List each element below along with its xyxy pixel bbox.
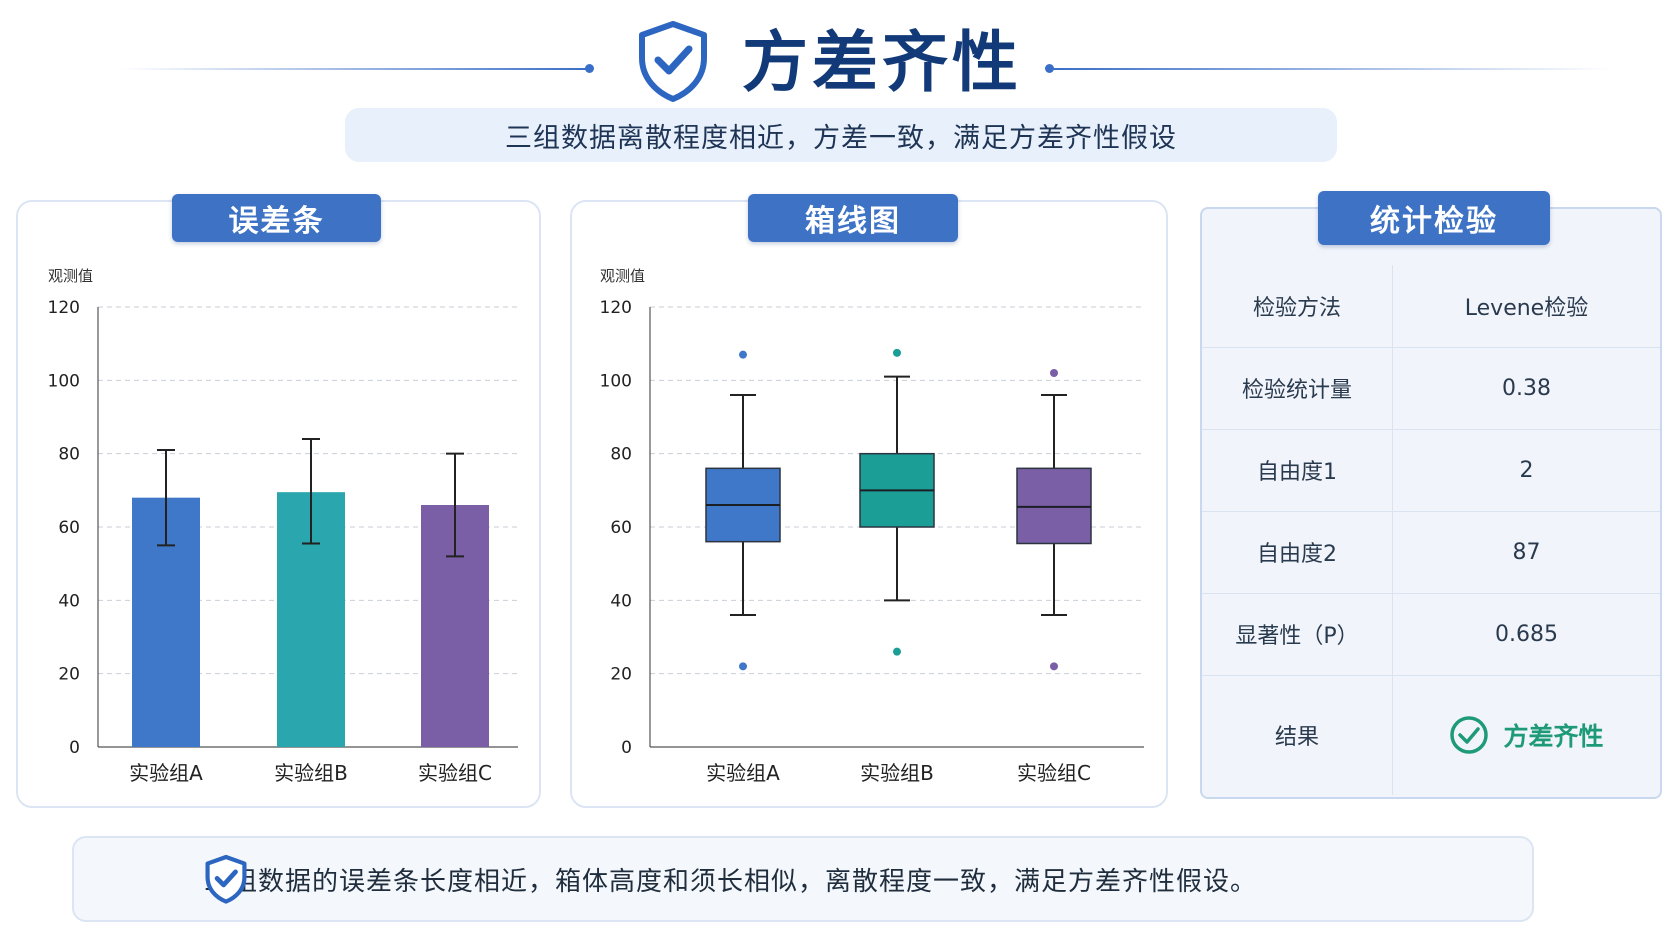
shield-check-icon (639, 21, 707, 102)
stats-value: Levene检验 (1464, 296, 1589, 321)
box-ytick-label: 120 (600, 298, 632, 318)
errorbar-panel-title: 误差条 (228, 204, 325, 239)
footer-text: 三组数据的误差条长度相近，箱体高度和须长相似，离散程度一致，满足方差齐性假设。 (204, 866, 1258, 897)
error-bar-b (302, 438, 320, 545)
stats-row: 显著性（P） 0.685 (1202, 593, 1660, 676)
stats-panel-tab: 统计检验 (1318, 191, 1550, 245)
box-ytick-label: 0 (621, 738, 632, 758)
title-divider-dot-right (1045, 64, 1054, 73)
bar-ytick-label: 100 (48, 371, 80, 391)
box-ylabel: 观测值 (600, 267, 645, 285)
errorbar-panel-tab: 误差条 (172, 194, 381, 242)
check-circle-icon (1450, 716, 1489, 754)
stats-row: 结果 方差齐性 (1202, 675, 1660, 795)
whisker-a (730, 394, 756, 616)
title-divider-dot-left (585, 64, 594, 73)
stats-row: 检验方法 Levene检验 (1202, 265, 1660, 348)
box-xtick-label: 实验组C (1017, 761, 1091, 785)
bar-xtick-label: 实验组C (418, 761, 492, 785)
box-ytick-label: 40 (610, 591, 632, 611)
bar-ytick-label: 120 (48, 298, 80, 318)
stats-value: 2 (1519, 457, 1534, 483)
stats-row: 检验统计量 0.38 (1202, 347, 1660, 430)
stats-key: 结果 (1202, 675, 1393, 795)
box-ytick-label: 100 (600, 371, 632, 391)
whisker-b (884, 375, 910, 602)
stats-key: 自由度1 (1202, 429, 1393, 511)
box-xtick-label: 实验组A (706, 761, 780, 785)
stats-table: 检验方法 Levene检验检验统计量 0.38 自由度1 2 自由度2 87 显著性（P） 0.… (1200, 207, 1662, 799)
errorbar-chart: 观测值 0 20 40 60 80 100 120 实验组A 实验组B 实验组C (48, 267, 518, 785)
bar-ytick-label: 40 (58, 591, 80, 611)
bar-ytick-label: 0 (69, 738, 80, 758)
bar-ytick-label: 80 (58, 445, 80, 465)
footer-banner: 三组数据的误差条长度相近，箱体高度和须长相似，离散程度一致，满足方差齐性假设。 (72, 836, 1534, 922)
title-divider-left (120, 68, 590, 70)
stats-value: 0.38 (1502, 375, 1551, 401)
stats-key: 显著性（P） (1202, 593, 1393, 675)
error-bar-a (157, 449, 175, 547)
page-title: 方差齐性 (742, 24, 1022, 101)
whisker-c (1041, 394, 1067, 616)
bar-ylabel: 观测值 (48, 267, 93, 285)
box-ytick-label: 80 (610, 445, 632, 465)
boxplot-chart: 观测值 0 20 40 60 80 100 120 实验组A 实验组B 实验组C (600, 267, 1144, 785)
bar-xtick-label: 实验组A (129, 761, 203, 785)
outlier-point (739, 350, 747, 359)
stats-key: 自由度2 (1202, 511, 1393, 593)
stats-result: 方差齐性 (1393, 675, 1660, 795)
outlier-point (739, 662, 747, 671)
shield-check-icon (205, 854, 247, 904)
stats-row: 自由度2 87 (1202, 511, 1660, 594)
stats-key: 检验方法 (1202, 265, 1393, 347)
subtitle-banner: 三组数据离散程度相近，方差一致，满足方差齐性假设 (345, 108, 1337, 162)
stats-value: 87 (1512, 539, 1541, 565)
stats-row: 自由度1 2 (1202, 429, 1660, 512)
bar-xtick-label: 实验组B (274, 761, 348, 785)
outlier-point (893, 647, 901, 656)
subtitle-text: 三组数据离散程度相近，方差一致，满足方差齐性假设 (505, 122, 1177, 154)
bar-ytick-label: 20 (58, 665, 80, 685)
title-divider-right (1052, 68, 1612, 70)
stats-panel-title: 统计检验 (1370, 204, 1498, 239)
stats-result-label: 方差齐性 (1503, 722, 1604, 751)
stats-key: 检验统计量 (1202, 347, 1393, 429)
stats-value: 0.685 (1495, 621, 1558, 647)
outlier-point (1050, 369, 1058, 377)
error-bar-c (446, 452, 464, 558)
boxplot-panel-title: 箱线图 (805, 204, 901, 239)
outlier-point (893, 348, 901, 357)
boxplot-panel-tab: 箱线图 (748, 194, 958, 242)
box-xtick-label: 实验组B (860, 761, 934, 785)
box-ytick-label: 60 (610, 518, 632, 538)
outlier-point (1050, 662, 1058, 671)
box-ytick-label: 20 (610, 665, 632, 685)
bar-ytick-label: 60 (58, 518, 80, 538)
